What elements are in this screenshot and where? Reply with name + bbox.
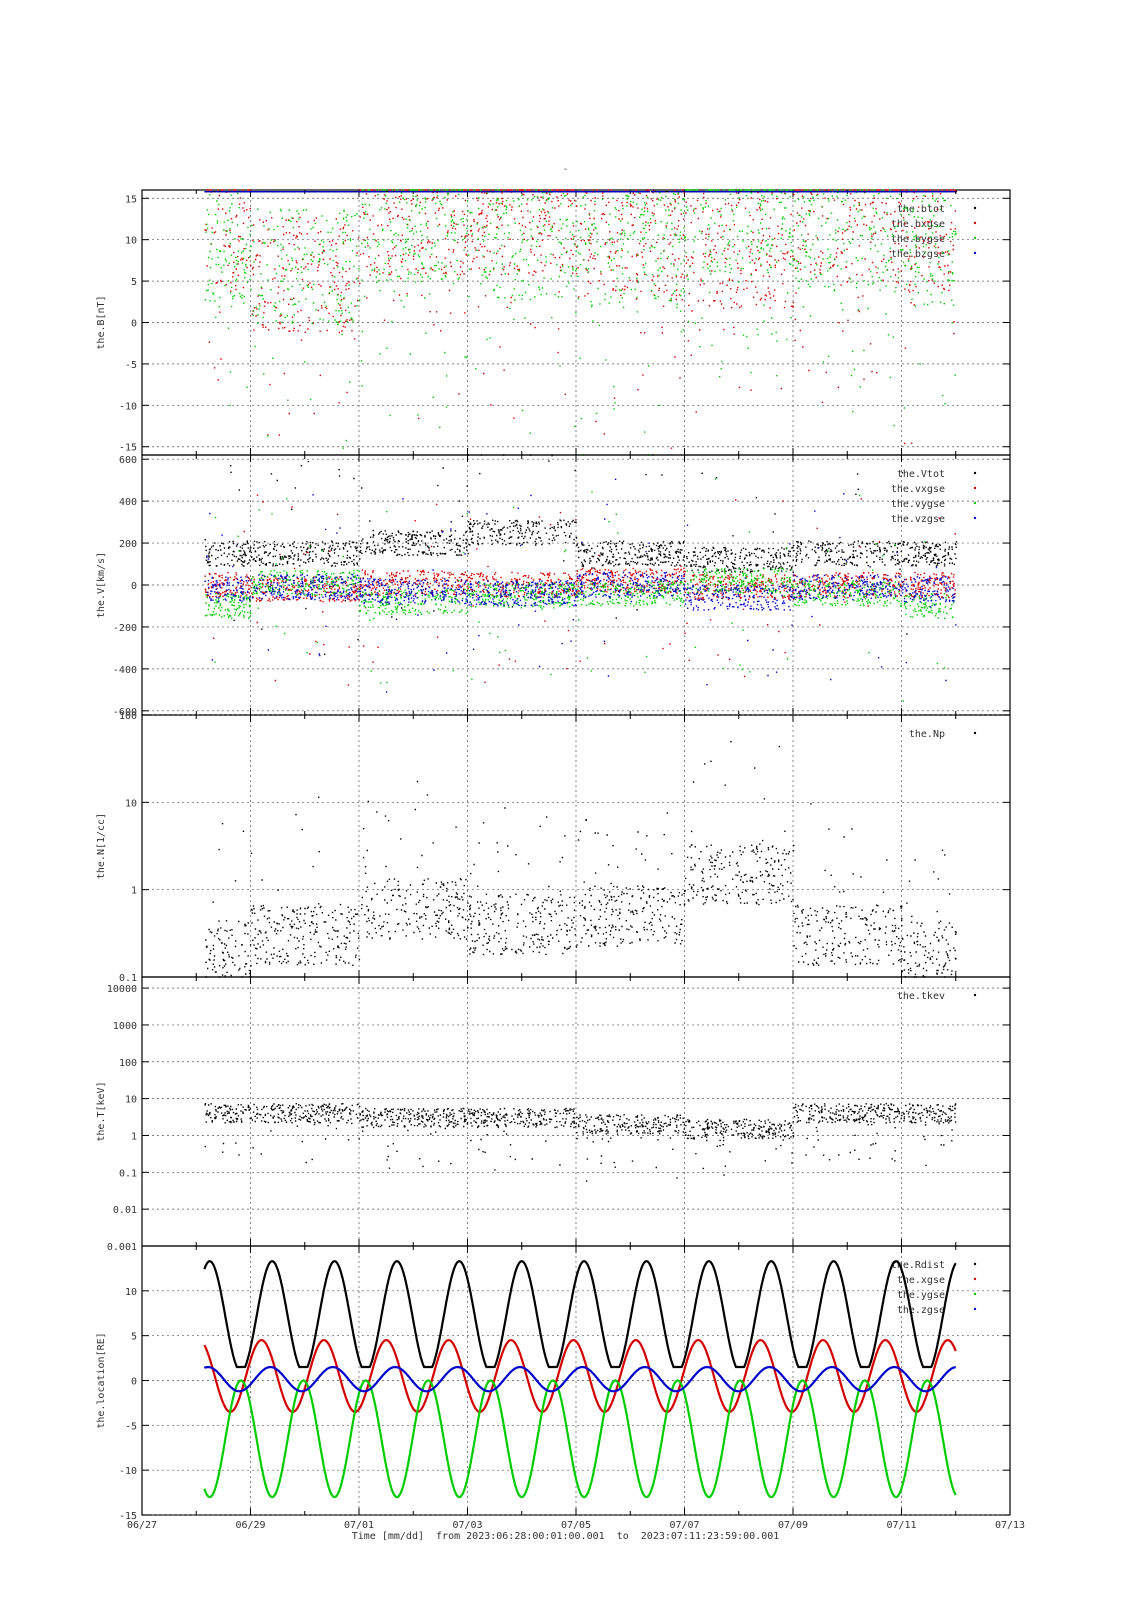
y-tick-label: 1000	[113, 1021, 137, 1032]
y-tick-label: 0.1	[119, 1168, 137, 1179]
y-tick-label: 10	[125, 1287, 137, 1298]
y-tick-label: -10	[119, 401, 137, 412]
series-points-the.tkev	[204, 1103, 957, 1182]
legend-marker	[973, 1262, 977, 1266]
y-tick-label: 5	[131, 277, 137, 288]
y-tick-label: 100	[119, 1058, 137, 1069]
x-tick-label: 06/29	[235, 1520, 265, 1531]
legend-label: the.bzgse	[891, 249, 945, 260]
y-axis-label: the.B[nT]	[96, 295, 107, 349]
legend-marker	[973, 236, 977, 240]
legend-marker	[973, 516, 977, 520]
series-line-the.ygse	[203, 1379, 957, 1499]
top-mark: -	[562, 164, 569, 175]
legend-marker	[973, 501, 977, 505]
y-tick-label: -200	[113, 623, 137, 634]
legend-marker	[973, 471, 977, 475]
y-axis-label: the.N[1/cc]	[96, 813, 107, 879]
y-tick-label: 0.01	[113, 1205, 137, 1216]
x-tick-label: 07/05	[561, 1520, 591, 1531]
series-line-the.Rdist	[203, 1260, 957, 1369]
y-tick-label: 0	[131, 1377, 137, 1388]
legend-label: the.Np	[909, 729, 945, 740]
series-points-the.bygse	[204, 189, 957, 456]
y-axis-label: the.location[RE]	[96, 1332, 107, 1428]
y-tick-label: 1	[131, 1131, 137, 1142]
legend-label: the.Rdist	[891, 1260, 945, 1271]
x-tick-label: 07/07	[669, 1520, 699, 1531]
series-line-the.xgse	[203, 1339, 957, 1414]
x-tick-label: 07/01	[344, 1520, 374, 1531]
y-axis-label: the.T[keV]	[96, 1081, 107, 1141]
legend-label: the.vxgse	[891, 484, 945, 495]
time-axis-label: Time [mm/dd]	[351, 1531, 424, 1542]
time-axis-footer: Time [mm/dd] from 2023:06:28:00:01:00.00…	[0, 1531, 1131, 1542]
y-tick-label: -15	[119, 1511, 137, 1522]
series-points-the.vygse	[204, 478, 955, 702]
legend-label: the.tkev	[897, 991, 945, 1002]
legend-marker	[973, 486, 977, 490]
y-tick-label: 10	[125, 236, 137, 247]
to-label: to	[616, 1531, 629, 1542]
x-tick-label: 07/09	[778, 1520, 808, 1531]
y-tick-label: 600	[119, 455, 137, 466]
y-tick-label: 10	[125, 1095, 137, 1106]
y-tick-label: 5	[131, 1332, 137, 1343]
y-tick-label: 10	[125, 798, 137, 809]
legend-marker	[973, 251, 977, 255]
y-tick-label: 0	[131, 581, 137, 592]
time-range-start: 2023:06:28:00:01:00.001	[466, 1531, 605, 1542]
y-tick-label: 200	[119, 539, 137, 550]
x-tick-label: 06/27	[127, 1520, 157, 1531]
legend-label: the.vygse	[891, 499, 945, 510]
y-tick-label: 10000	[107, 984, 137, 995]
legend-label: the.Vtot	[897, 469, 945, 480]
y-tick-label: 0	[131, 319, 137, 330]
legend-label: the.btot	[897, 204, 945, 215]
legend-label: the.vzgse	[891, 514, 945, 525]
series-points-the.Vtot	[204, 454, 957, 655]
legend-marker	[973, 221, 977, 225]
legend-marker	[973, 1307, 977, 1311]
y-tick-label: -15	[119, 443, 137, 454]
legend-marker	[973, 993, 977, 997]
x-tick-label: 07/13	[995, 1520, 1025, 1531]
y-tick-label: -10	[119, 1466, 137, 1477]
legend-label: the.bxgse	[891, 219, 945, 230]
y-tick-label: 0.1	[119, 973, 137, 984]
y-tick-label: -600	[113, 707, 137, 718]
y-tick-label: -5	[125, 360, 137, 371]
x-tick-label: 07/11	[886, 1520, 916, 1531]
legend-marker	[973, 1292, 977, 1296]
y-tick-label: -5	[125, 1421, 137, 1432]
y-tick-label: 100	[119, 711, 137, 722]
series-points-the.vzgse	[204, 478, 957, 693]
y-tick-label: -400	[113, 665, 137, 676]
legend-label: the.zgse	[897, 1305, 945, 1316]
x-tick-label: 07/03	[452, 1520, 482, 1531]
legend-marker	[973, 1277, 977, 1281]
y-tick-label: 15	[125, 194, 137, 205]
y-tick-label: 0.001	[107, 1242, 137, 1253]
legend-label: the.ygse	[897, 1290, 945, 1301]
y-tick-label: 400	[119, 497, 137, 508]
series-points-the.Np	[205, 741, 957, 978]
series-line-the.zgse	[203, 1366, 956, 1393]
y-tick-label: 1	[131, 886, 137, 897]
legend-marker	[973, 731, 977, 735]
y-axis-label: the.V[km/s]	[96, 552, 107, 618]
time-range-end: 2023:07:11:23:59:00.001	[640, 1531, 780, 1542]
from-label: from	[436, 1531, 461, 1542]
legend-marker	[973, 206, 977, 210]
legend-label: the.bygse	[891, 234, 945, 245]
legend-label: the.xgse	[897, 1275, 945, 1286]
